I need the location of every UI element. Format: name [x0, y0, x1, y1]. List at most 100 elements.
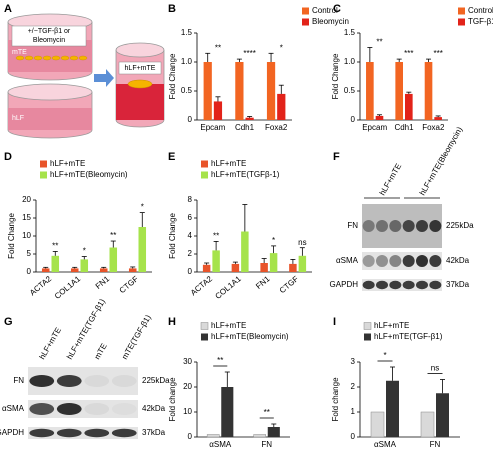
- legend-swatch: [200, 322, 209, 330]
- error-bar: [139, 212, 145, 227]
- panel-letter: C: [333, 3, 341, 15]
- significance-label: *: [272, 236, 275, 245]
- y-tick-label: 6: [188, 213, 193, 222]
- error-bar: [52, 251, 58, 256]
- error-bar: [268, 52, 274, 62]
- blot-band: [402, 220, 415, 232]
- y-tick-label: 2: [351, 382, 356, 391]
- blot-band: [56, 375, 82, 387]
- bar: [405, 93, 413, 120]
- x-tick-label: FN1: [254, 274, 272, 291]
- significance-label: **: [215, 43, 221, 52]
- y-axis-label: Fold change: [168, 377, 177, 422]
- bar: [80, 259, 89, 272]
- medium: [116, 84, 164, 120]
- x-tick-label: Epcam: [200, 123, 225, 132]
- row-label: αSMA: [336, 256, 359, 265]
- blot-band: [111, 375, 137, 387]
- legend-swatch: [201, 333, 208, 341]
- size-label: 225kDa: [446, 221, 474, 230]
- significance-label: **: [213, 232, 219, 241]
- blot-band: [56, 428, 82, 438]
- significance-label: ***: [404, 49, 413, 58]
- legend-label: hLF+mTE(TGFβ-1): [211, 170, 280, 179]
- significance-label: ****: [243, 49, 255, 58]
- error-bar: [232, 261, 238, 264]
- y-axis-label: Fold Change: [331, 53, 340, 99]
- blot-band: [416, 280, 428, 290]
- error-bar: [290, 258, 296, 264]
- significance-label: *: [280, 43, 283, 52]
- x-tick-label: αSMA: [209, 440, 232, 449]
- error-bar: [43, 266, 49, 269]
- blot-band: [362, 220, 375, 232]
- x-tick-label: Epcam: [362, 123, 387, 132]
- blot-band: [429, 280, 442, 290]
- bar: [370, 411, 385, 438]
- lane-label: mTE: [93, 342, 109, 361]
- size-label: 225kDa: [142, 376, 170, 385]
- error-bar: [72, 266, 78, 269]
- blot-band: [376, 255, 388, 267]
- error-bar: [81, 256, 87, 260]
- significance-label: ns: [298, 238, 306, 247]
- bar: [41, 268, 50, 272]
- panel-letter: I: [333, 316, 336, 328]
- legend-swatch: [40, 171, 47, 179]
- blot-band: [112, 403, 137, 415]
- y-tick-label: 0: [27, 267, 32, 276]
- legend-swatch: [40, 160, 47, 168]
- bar: [386, 380, 399, 437]
- bar: [109, 247, 118, 272]
- blot-band: [84, 428, 110, 438]
- treatment-label: +/−TGF-β1 or: [28, 28, 71, 35]
- x-tick-label: ACTA2: [28, 274, 54, 297]
- bar: [206, 434, 220, 438]
- bar: [213, 101, 223, 120]
- x-tick-label: FN1: [94, 274, 112, 291]
- legend-label: hLF+mTE: [211, 159, 246, 168]
- bar: [203, 62, 212, 120]
- x-tick-label: ACTA2: [189, 274, 215, 297]
- legend-label: hLF+mTE(Bleomycin): [211, 332, 289, 341]
- legend-label: hLF+mTE: [211, 321, 246, 330]
- bar: [424, 62, 433, 120]
- blot-band: [29, 428, 55, 438]
- legend-label: Control: [468, 6, 493, 15]
- blot-band: [84, 403, 110, 415]
- blot-band: [84, 375, 110, 387]
- panel-letter: H: [168, 316, 176, 328]
- error-bar: [376, 114, 382, 116]
- y-tick-label: 1: [351, 407, 356, 416]
- blot-band: [362, 255, 375, 267]
- bar: [366, 62, 374, 120]
- legend-swatch: [201, 160, 208, 168]
- y-tick-label: 1.0: [181, 57, 193, 66]
- y-tick-label: 20: [183, 382, 192, 391]
- x-tick-label: Foxa2: [422, 123, 445, 132]
- x-tick-label: Cdh1: [235, 123, 255, 132]
- blot-band: [376, 280, 388, 290]
- bar: [253, 434, 267, 438]
- significance-label: *: [383, 351, 386, 360]
- lane-label: mTE(TGF-β1): [120, 313, 153, 361]
- legend-swatch: [458, 7, 465, 15]
- y-tick-label: 0: [188, 115, 193, 124]
- bar: [298, 255, 307, 272]
- y-tick-label: 0.5: [181, 86, 193, 95]
- y-axis-label: Fold Change: [168, 213, 177, 259]
- error-bar: [390, 366, 395, 381]
- blot-band: [389, 255, 402, 267]
- row-label: FN: [13, 376, 24, 385]
- dish-rim: [7, 83, 93, 101]
- blot-background: [28, 427, 138, 439]
- label-box: [118, 61, 162, 75]
- dish-rim: [115, 42, 165, 58]
- y-tick-label: 5: [27, 249, 32, 258]
- panel-letter: A: [4, 3, 12, 15]
- row-label: FN: [347, 221, 358, 230]
- y-tick-label: 30: [183, 357, 192, 366]
- bar: [266, 62, 276, 120]
- dish-label: hLF+mTE: [125, 65, 156, 72]
- y-tick-label: 1.5: [344, 28, 356, 37]
